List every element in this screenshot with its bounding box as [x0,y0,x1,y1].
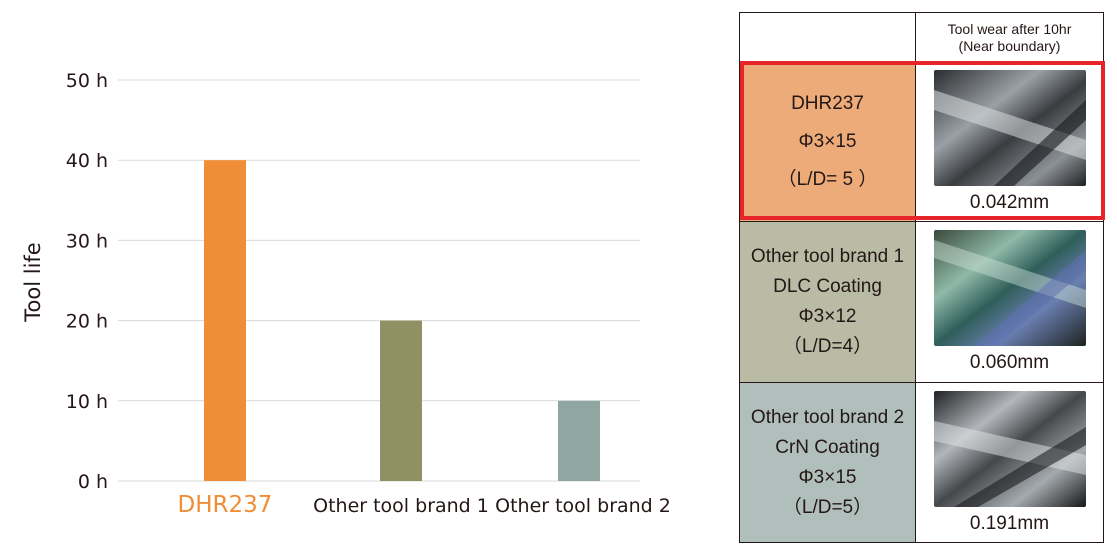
y-tick-label: 30 h [66,230,108,252]
wear-cell: 0.042mm [916,63,1103,221]
tool-coating: DLC Coating [773,276,882,297]
tool-wear-photo-icon [933,390,1086,507]
tool-coating: CrN Coating [775,436,880,458]
header-cell: Tool wear after 10hr (Near boundary) [916,13,1103,62]
y-tick-label: 50 h [66,70,108,92]
x-tick-label: Other tool brand 2 [495,495,671,517]
tool-size: Φ3×15 [798,466,857,488]
header-line-1: Tool wear after 10hr [947,20,1072,37]
y-tick-label: 20 h [66,311,108,333]
tool-spec-cell: DHR237 Φ3×15 （L/D= 5 ） [740,63,916,221]
wear-value: 0.042mm [969,192,1050,213]
tool-name: Other tool brand 1 [750,246,905,267]
y-tick-label: 40 h [66,150,108,172]
y-tick-label: 0 h [78,471,108,493]
tool-ld-ratio: （L/D= 5 ） [777,169,878,190]
bar-other-tool-brand-2 [558,400,600,481]
y-axis-ticks: 0 h 10 h 20 h 30 h 40 h 50 h [66,70,108,493]
wear-cell: 0.060mm [916,222,1103,382]
wear-value: 0.060mm [969,352,1050,373]
y-tick-label: 10 h [66,391,108,413]
tool-name: DHR237 [791,93,864,114]
tool-name: Other tool brand 2 [750,406,905,428]
tool-spec-cell: Other tool brand 2 CrN Coating Φ3×15 （L/… [740,383,916,542]
table-row-other-brand-1: Other tool brand 1 DLC Coating Φ3×12 （L/… [740,221,1103,382]
tool-wear-photo-icon [933,230,1086,346]
y-axis-label: Tool life [21,242,45,322]
tool-ld-ratio: （L/D=4） [782,336,873,357]
x-tick-label: Other tool brand 1 [313,495,489,517]
table-row-dhr237: DHR237 Φ3×15 （L/D= 5 ） 0.042mm [740,62,1103,221]
wear-cell: 0.191mm [916,383,1103,542]
tool-spec-cell: Other tool brand 1 DLC Coating Φ3×12 （L/… [740,222,916,382]
bars [204,160,600,481]
bar-dhr237 [204,160,246,481]
tool-wear-table: Tool wear after 10hr (Near boundary) DHR… [739,12,1104,543]
tool-ld-ratio: （L/D=5） [782,496,873,518]
x-tick-label: DHR237 [178,492,273,518]
wear-value: 0.191mm [969,512,1050,534]
table-row-other-brand-2: Other tool brand 2 CrN Coating Φ3×15 （L/… [740,382,1103,542]
header-line-2: (Near boundary) [958,37,1061,54]
tool-life-bar-chart: 0 h 10 h 20 h 30 h 40 h 50 h DHR237 Other tool… [21,70,671,518]
tool-size: Φ3×15 [798,131,857,152]
tool-wear-photo-icon [933,70,1086,186]
x-axis-labels: DHR237 Other tool brand 1 Other tool brand… [178,492,671,518]
table-header-row: Tool wear after 10hr (Near boundary) [740,13,1103,62]
header-empty-cell [740,13,916,62]
tool-size: Φ3×12 [798,306,857,327]
bar-other-tool-brand-1 [380,320,422,481]
